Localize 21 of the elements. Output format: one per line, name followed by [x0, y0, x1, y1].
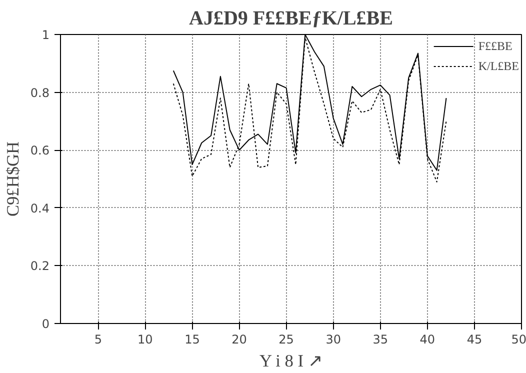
y-tick-label: 1: [42, 28, 50, 42]
legend-label: K/L£BE: [478, 58, 519, 74]
y-tick-label: 0.2: [30, 259, 50, 274]
x-tick-label: 30: [326, 332, 341, 346]
x-axis-title: Y i 8 I ↗: [259, 352, 322, 370]
chart-title: AJ£D9 F££BEƒK/L£BE: [189, 8, 393, 30]
x-tick-label: 20: [232, 332, 247, 346]
x-tick-label: 5: [94, 332, 102, 346]
x-tick-label: 45: [466, 332, 482, 346]
x-tick-label: 50: [511, 332, 526, 346]
legend-label: F££BE: [478, 38, 512, 54]
y-tick-label: 0: [42, 317, 50, 331]
y-tick-label: 0.8: [30, 86, 50, 100]
x-tick-label: 10: [138, 332, 153, 346]
y-tick-label: 0.6: [30, 144, 50, 158]
x-tick-label: 25: [278, 332, 294, 346]
y-tick-label: 0.4: [30, 201, 50, 216]
x-tick-label: 15: [184, 332, 200, 346]
x-tick-label: 40: [420, 332, 436, 346]
x-tick-label: 35: [372, 332, 388, 346]
y-axis-title: C9£H$GH: [3, 141, 22, 217]
